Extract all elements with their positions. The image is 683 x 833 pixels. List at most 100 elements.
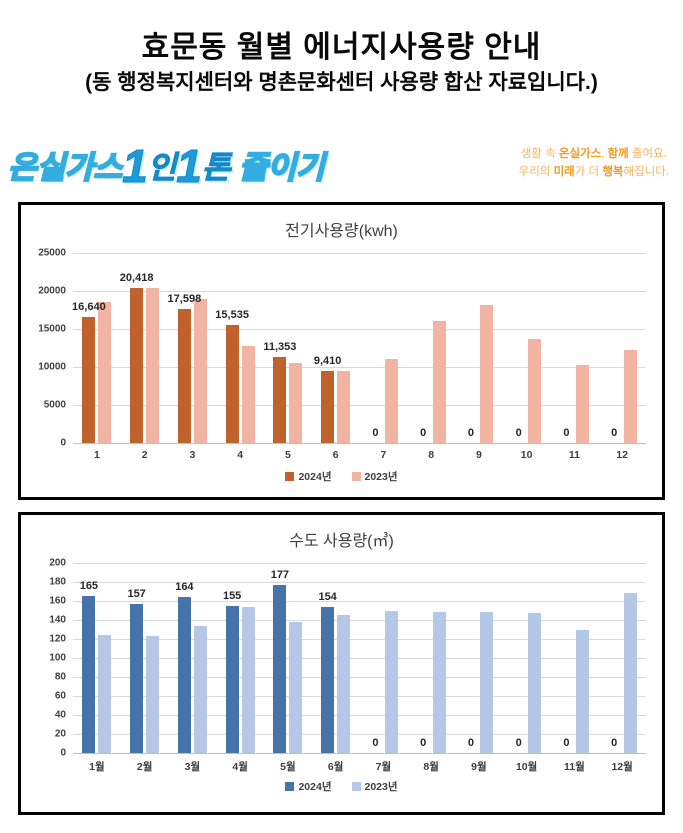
bar-2023년-5월 <box>289 621 303 753</box>
y-axis-tick: 15000 <box>38 323 66 335</box>
data-label: 0 <box>372 427 379 439</box>
data-label: 154 <box>318 590 337 603</box>
bar-2023년-7월 <box>384 610 398 753</box>
x-axis-label-3월: 3월 <box>184 761 201 773</box>
gridline <box>73 601 646 602</box>
data-label: 0 <box>420 427 427 439</box>
bar-group-12: 0 <box>598 253 646 443</box>
chart-title: 수도 사용량(㎥) <box>289 533 394 550</box>
bar-2023년-7 <box>384 358 398 443</box>
data-label: 16,640 <box>72 300 106 313</box>
bar-2024년-4월 <box>225 605 239 753</box>
bar-group-8월: 0 <box>407 563 455 753</box>
gridline <box>73 696 646 697</box>
bar-group-10월: 0 <box>503 563 551 753</box>
x-axis-label-10: 10 <box>520 449 533 461</box>
data-label: 0 <box>515 737 522 749</box>
chart-legend: 2024년 2023년 <box>21 469 662 484</box>
bar-2023년-11 <box>575 365 589 443</box>
logo-part: 1 <box>176 140 203 193</box>
x-axis-label-7월: 7월 <box>375 761 392 773</box>
y-axis-tick: 0 <box>60 437 66 449</box>
logo-part: 톤 <box>201 150 239 186</box>
slogan-line: 우리의 미래가 더 행복해집니다. <box>518 165 669 178</box>
legend-swatch <box>351 782 361 791</box>
data-label: 20,418 <box>119 271 154 284</box>
bar-2023년-12 <box>623 349 637 443</box>
legend-item-2024년: 2024년 <box>285 779 332 794</box>
gridline <box>73 405 646 406</box>
y-axis-tick: 40 <box>54 709 66 721</box>
bar-group-6월: 154 <box>312 563 360 753</box>
x-axis-label-10월: 10월 <box>515 761 538 773</box>
bar-group-4: 15,535 <box>215 253 264 443</box>
x-axis-label-1월: 1월 <box>89 761 105 773</box>
bar-2024년-6월 <box>321 606 335 753</box>
y-axis-tick: 100 <box>49 652 66 664</box>
bar-group-2: 20,418 <box>119 253 169 443</box>
legend-swatch <box>351 472 361 481</box>
bar-group-9월: 0 <box>455 563 503 753</box>
x-axis-label-11월: 11월 <box>563 761 585 773</box>
bar-group-10: 0 <box>503 253 551 443</box>
y-axis-tick: 0 <box>60 747 66 759</box>
data-label: 155 <box>222 589 242 602</box>
x-axis-label-4: 4 <box>237 449 244 461</box>
bar-group-2월: 157 <box>121 563 169 753</box>
legend-label: 2024년 <box>298 471 332 483</box>
bar-group-7월: 0 <box>360 563 408 753</box>
bar-2023년-5 <box>289 362 303 443</box>
bar-group-9: 0 <box>455 253 503 443</box>
legend-item-2023년: 2023년 <box>351 469 398 484</box>
greenhouse-gas-campaign-logo: 온실가스1인1톤 줄이기 <box>7 140 326 200</box>
gridline <box>73 734 646 735</box>
data-label: 0 <box>420 737 427 749</box>
data-label: 157 <box>127 587 146 600</box>
water-usage-chart: 수도 사용량(㎥) 0 20 40 60 80 100 120 140 160 180 200 165… <box>18 512 665 815</box>
data-label: 177 <box>270 568 290 581</box>
bar-group-5: 11,353 <box>263 253 312 443</box>
plot-area: 0 20 40 60 80 100 120 140 160 180 200 165 157 164 155 1… <box>49 558 646 759</box>
y-axis-tick: 140 <box>49 614 66 626</box>
gridline <box>73 291 646 292</box>
data-label: 0 <box>467 737 474 749</box>
x-axis-label-7: 7 <box>380 449 387 461</box>
legend-swatch <box>285 782 295 791</box>
bar-2023년-2 <box>146 287 160 443</box>
x-axis-label-2월: 2월 <box>136 761 153 773</box>
bar-2023년-11월 <box>575 629 589 753</box>
logo-part: 1 <box>122 140 149 193</box>
bar-groups: 16,640 20,418 17,598 15,535 11,353 9,410 0 0 0 0 0… <box>72 253 646 443</box>
data-label: 17,598 <box>167 293 202 306</box>
gridline <box>73 658 646 659</box>
gridline <box>73 639 646 640</box>
y-axis-tick: 160 <box>49 595 66 607</box>
y-axis-tick: 20 <box>54 728 66 740</box>
x-axis-label-6: 6 <box>332 449 339 461</box>
legend-label: 2023년 <box>364 781 398 793</box>
bar-2023년-6 <box>337 370 351 443</box>
y-axis-tick: 60 <box>54 690 66 702</box>
data-label: 0 <box>563 737 570 749</box>
x-axis-label-8: 8 <box>428 449 435 461</box>
y-axis-tick: 180 <box>49 576 66 588</box>
x-axis-label-11: 11 <box>568 449 580 461</box>
bar-2024년-1 <box>82 316 96 443</box>
bar-2023년-12월 <box>623 593 637 753</box>
x-axis-label-2: 2 <box>141 449 148 461</box>
legend-item-2024년: 2024년 <box>285 469 332 484</box>
electricity-usage-chart: 전기사용량(kwh) 0 5000 10000 15000 20000 25000 16,6… <box>18 202 665 500</box>
legend-swatch <box>285 472 295 481</box>
y-axis-tick: 10000 <box>38 361 66 373</box>
bar-2023년-3 <box>193 299 207 443</box>
legend-label: 2024년 <box>298 781 332 793</box>
plot-area: 0 5000 10000 15000 20000 25000 16,640 20,418 17,… <box>38 248 646 449</box>
x-axis-label-9: 9 <box>475 449 482 461</box>
data-label: 0 <box>611 737 618 749</box>
y-axis-tick: 5000 <box>43 399 66 411</box>
data-label: 0 <box>467 427 474 439</box>
bar-2023년-4월 <box>241 606 255 753</box>
bar-2023년-6월 <box>337 615 351 753</box>
bar-2023년-3월 <box>193 625 207 753</box>
data-label: 0 <box>515 427 522 439</box>
